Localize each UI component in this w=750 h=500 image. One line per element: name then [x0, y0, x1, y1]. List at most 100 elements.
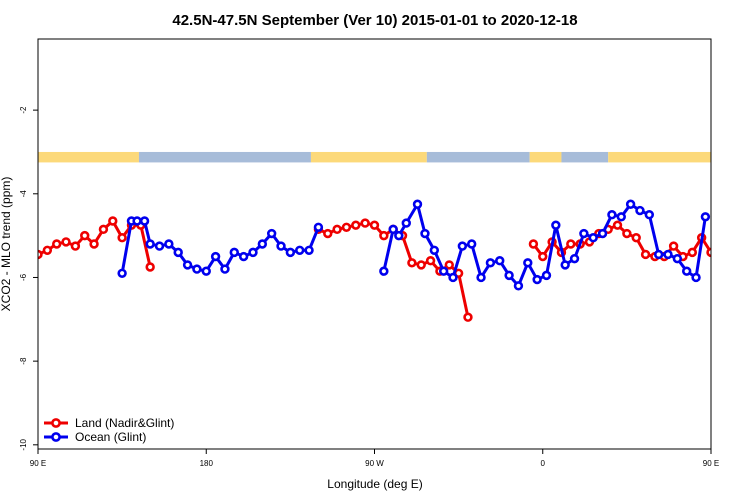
ocean-series-point: [145, 239, 155, 249]
land-series-point: [463, 312, 473, 322]
y-axis-label: XCO2 - MLO trend (ppm): [0, 177, 13, 312]
land-series-point: [145, 262, 155, 272]
x-tick-label: 90 E: [30, 459, 46, 468]
ocean-series-point: [295, 245, 305, 255]
land-series-point: [622, 228, 632, 239]
land-series-point: [51, 239, 62, 249]
land-series-point: [98, 224, 109, 235]
ocean-series-point: [238, 251, 249, 262]
ocean-series-point: [635, 205, 645, 216]
land-series-point: [369, 220, 380, 230]
ocean-series-point: [117, 268, 127, 278]
ocean-series-point: [388, 224, 398, 235]
land-ocean-band: [38, 151, 711, 163]
band-segment-land: [310, 151, 427, 163]
land-series-point: [528, 239, 539, 249]
land-series-point: [668, 241, 679, 251]
ocean-series-point: [513, 281, 524, 291]
ocean-series-point: [257, 239, 268, 249]
ocean-series-point: [394, 230, 404, 241]
land-series-point: [538, 251, 548, 262]
land-series-point: [108, 216, 118, 226]
ocean-series-point: [588, 233, 598, 243]
land-series-point: [444, 260, 454, 270]
ocean-series-point: [457, 241, 468, 251]
ocean-series-point: [229, 247, 239, 258]
x-tick-label: 180: [200, 459, 214, 468]
ocean-series-point: [485, 258, 496, 268]
ocean-series-point: [220, 264, 230, 274]
x-tick-label: 0: [541, 459, 546, 468]
land-series-point: [323, 228, 333, 239]
ocean-series-point: [700, 212, 711, 222]
x-tick-label: 90 W: [365, 459, 384, 468]
land-series-point: [117, 233, 127, 243]
band-segment-land: [38, 151, 139, 163]
land-series-point: [70, 241, 81, 251]
land-series-point: [61, 237, 71, 247]
band-segment-ocean: [561, 151, 609, 163]
ocean-series-point: [420, 228, 430, 239]
land-series-point: [612, 220, 623, 230]
y-tick-label: -4: [19, 190, 28, 198]
series-layer: [38, 199, 750, 322]
ocean-series-point: [132, 216, 142, 226]
legend: Land (Nadir&Glint)Ocean (Glint): [44, 416, 174, 444]
ocean-series-point: [607, 210, 617, 220]
ocean-series-point: [248, 247, 258, 258]
ocean-series-point: [569, 253, 580, 264]
ocean-series-point: [276, 241, 286, 251]
ocean-series-point: [448, 272, 458, 283]
band-segment-ocean: [426, 151, 530, 163]
land-series-point: [332, 224, 342, 235]
ocean-series-point: [681, 266, 692, 276]
chart-title: 42.5N-47.5N September (Ver 10) 2015-01-0…: [172, 12, 577, 29]
ocean-series-point: [551, 220, 561, 230]
x-axis: 90 E 180 90 W 0 90 E: [30, 449, 719, 468]
ocean-series-point: [154, 241, 165, 251]
legend-marker-land: [51, 418, 61, 428]
ocean-series-point: [579, 228, 589, 239]
y-axis: -2 -4 -6 -8 -10: [19, 106, 38, 451]
ocean-series-point: [653, 249, 664, 260]
land-series-point: [745, 241, 750, 248]
land-series-point: [736, 236, 743, 243]
y-tick-label: -6: [19, 273, 28, 281]
land-series-point: [80, 230, 90, 241]
band-segment-land: [529, 151, 562, 163]
land-series-point: [38, 249, 43, 260]
ocean-series-point: [504, 270, 514, 281]
ocean-series-point: [401, 218, 411, 228]
land-series-point: [379, 230, 389, 241]
ocean-series-point: [266, 228, 277, 239]
land-series-point: [631, 233, 641, 243]
land-series-point: [351, 220, 361, 230]
ocean-series-point: [560, 260, 570, 270]
ocean-series-point: [210, 251, 221, 262]
ocean-series-point: [182, 260, 193, 270]
ocean-series-point: [541, 270, 552, 281]
ocean-series-point: [285, 247, 296, 258]
ocean-series-point: [379, 266, 389, 276]
ocean-series-point: [313, 222, 324, 232]
ocean-series-point: [173, 247, 183, 258]
ocean-series-point: [476, 272, 486, 283]
legend-label-land: Land (Nadir&Glint): [75, 416, 174, 430]
ocean-series-point: [625, 199, 636, 209]
ocean-series-point: [644, 210, 655, 220]
ocean-series-point: [691, 272, 701, 283]
land-series-point: [360, 218, 370, 228]
legend-label-ocean: Ocean (Glint): [75, 430, 146, 444]
land-series-point: [341, 222, 352, 232]
ocean-series-point: [438, 266, 449, 276]
y-tick-label: -10: [19, 438, 28, 450]
land-series-point: [687, 247, 698, 258]
ocean-series-point: [532, 274, 542, 285]
x-axis-label: Longitude (deg E): [327, 477, 422, 491]
ocean-series-point: [467, 239, 477, 249]
band-segment-ocean: [138, 151, 311, 163]
band-segment-land: [608, 151, 711, 163]
land-series-point: [640, 249, 651, 260]
ocean-series-point: [164, 239, 174, 249]
